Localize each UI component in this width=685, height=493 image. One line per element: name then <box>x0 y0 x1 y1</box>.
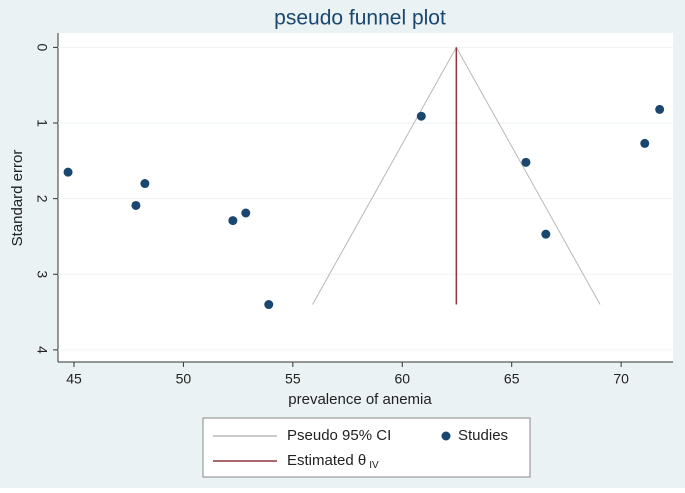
legend-marker <box>441 431 451 441</box>
study-point <box>228 216 238 226</box>
x-tick-label: 55 <box>285 371 301 387</box>
study-point <box>416 111 426 121</box>
y-tick-label: 2 <box>34 195 50 203</box>
x-tick-label: 45 <box>66 371 82 387</box>
x-tick-label: 70 <box>613 371 629 387</box>
study-point <box>63 167 73 177</box>
legend-text: Studies <box>458 427 508 444</box>
plot-area <box>58 33 673 362</box>
y-tick-label: 4 <box>34 346 50 354</box>
study-point <box>541 229 551 239</box>
legend-label: Studies <box>458 427 508 444</box>
y-tick-label: 3 <box>34 270 50 278</box>
legend-text: Pseudo 95% CI <box>287 427 391 444</box>
legend-label: Pseudo 95% CI <box>287 427 391 444</box>
chart-title: pseudo funnel plot <box>274 7 446 30</box>
legend-label: Estimated θ IV <box>287 452 379 471</box>
x-axis-label: prevalence of anemia <box>288 391 432 408</box>
series-line <box>312 46 601 305</box>
x-tick-label: 60 <box>394 371 410 387</box>
y-axis-label: Standard error <box>9 150 26 247</box>
study-point <box>131 200 141 210</box>
x-tick-label: 65 <box>504 371 520 387</box>
study-point <box>241 208 251 218</box>
x-tick-label: 50 <box>176 371 192 387</box>
legend-subscript: IV <box>369 460 379 471</box>
study-point <box>521 157 531 167</box>
study-point <box>655 104 665 114</box>
legend <box>202 417 531 478</box>
study-point <box>264 300 274 310</box>
legend-text: Estimated θ <box>287 452 366 469</box>
y-tick-label: 0 <box>34 43 50 51</box>
study-point <box>140 179 150 189</box>
y-tick-label: 1 <box>34 119 50 127</box>
study-point <box>640 138 650 148</box>
